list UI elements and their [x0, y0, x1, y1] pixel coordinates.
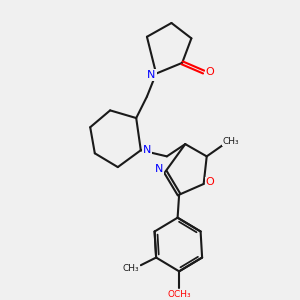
- Text: N: N: [155, 164, 164, 174]
- Text: N: N: [147, 70, 156, 80]
- Text: O: O: [206, 177, 214, 188]
- Text: CH₃: CH₃: [123, 264, 139, 273]
- Text: N: N: [143, 145, 151, 155]
- Text: O: O: [206, 67, 214, 77]
- Text: CH₃: CH₃: [223, 136, 240, 146]
- Text: OCH₃: OCH₃: [167, 290, 191, 299]
